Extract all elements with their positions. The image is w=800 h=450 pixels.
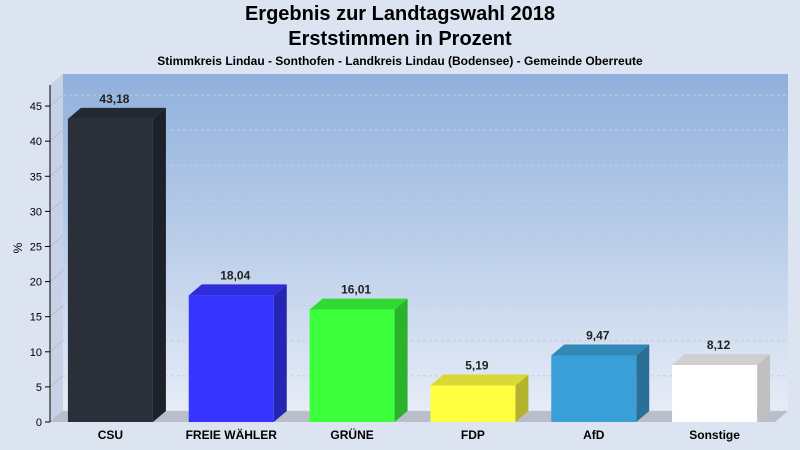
grid-line <box>49 305 64 318</box>
y-tick-label: 35 <box>30 171 42 183</box>
y-tick-label: 0 <box>36 417 42 429</box>
bar-side <box>636 344 650 422</box>
bar <box>430 385 516 422</box>
y-tick-label: 40 <box>30 136 42 148</box>
category-label: GRÜNE <box>330 427 373 442</box>
bar-side <box>515 374 529 422</box>
value-label: 9,47 <box>586 329 610 343</box>
grid-line <box>49 164 64 177</box>
bar <box>309 309 395 422</box>
bar <box>672 364 758 422</box>
y-tick-label: 15 <box>30 312 42 324</box>
value-label: 8,12 <box>707 338 731 352</box>
category-label: FREIE WÄHLER <box>186 427 278 442</box>
y-tick-label: 25 <box>30 241 42 253</box>
y-tick-label: 45 <box>30 101 42 113</box>
bar-top <box>430 374 529 386</box>
bar-side <box>273 284 287 422</box>
value-label: 16,01 <box>341 283 371 297</box>
bar-top <box>672 353 771 365</box>
bar-side <box>152 107 166 422</box>
grid-line <box>49 375 64 388</box>
y-tick-label: 10 <box>30 347 42 359</box>
category-label: Sonstige <box>689 428 740 442</box>
category-label: CSU <box>98 428 123 442</box>
bar <box>188 295 274 422</box>
bar-side <box>757 353 771 422</box>
y-tick-label: 30 <box>30 206 42 218</box>
value-label: 18,04 <box>220 268 250 282</box>
grid-line <box>49 340 64 353</box>
plot-left-wall <box>50 74 63 422</box>
grid-line <box>49 199 64 212</box>
bar-top <box>67 107 166 119</box>
grid-line <box>49 94 64 107</box>
category-label: FDP <box>461 428 485 442</box>
bar-top <box>309 298 408 310</box>
bar <box>551 355 637 422</box>
bar-top <box>188 284 287 296</box>
bar-top <box>551 344 650 356</box>
value-label: 43,18 <box>99 92 129 106</box>
grid-line <box>49 410 64 423</box>
category-label: AfD <box>583 428 605 442</box>
chart-subsubtitle: Stimmkreis Lindau - Sonthofen - Landkrei… <box>157 54 643 68</box>
y-tick-label: 20 <box>30 277 42 289</box>
y-tick-label: 5 <box>36 382 42 394</box>
grid-line <box>49 270 64 282</box>
bar-side <box>394 298 408 422</box>
y-axis-label: % <box>11 242 25 253</box>
chart-title: Ergebnis zur Landtagswahl 2018 <box>244 3 556 25</box>
bar <box>67 118 153 422</box>
chart-subtitle: Erststimmen in Prozent <box>288 28 512 50</box>
grid-line <box>49 129 64 142</box>
value-label: 5,19 <box>465 359 489 373</box>
grid-line <box>49 235 64 247</box>
